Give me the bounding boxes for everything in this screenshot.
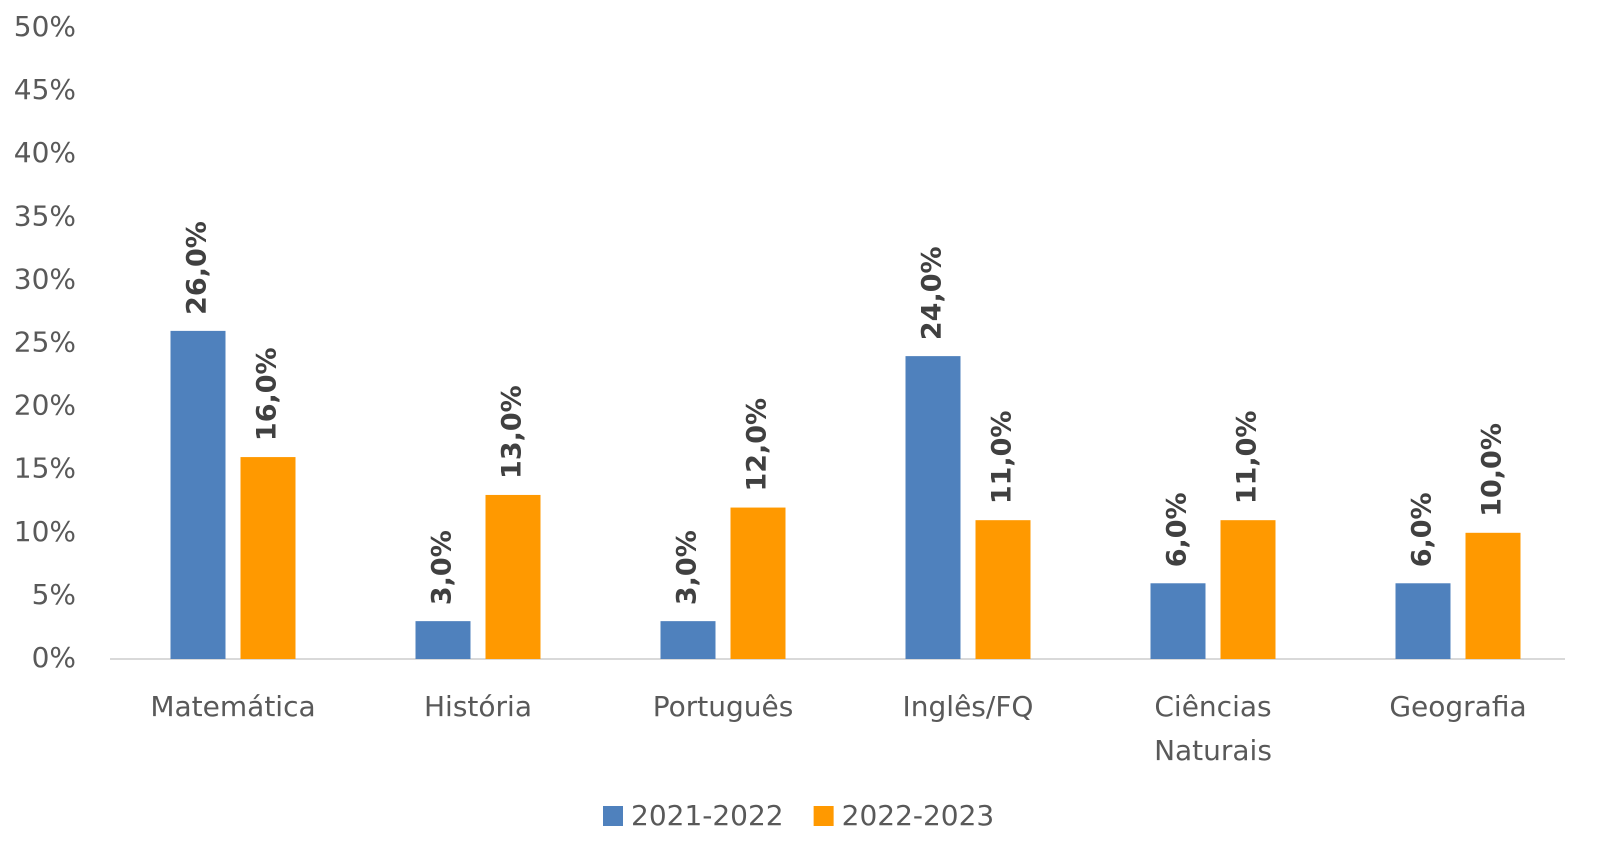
bar [730, 507, 786, 659]
x-tick-label: Português [652, 690, 794, 723]
bar [975, 520, 1031, 659]
legend: 2021-2022 2022-2023 [603, 799, 994, 832]
bar [170, 330, 226, 659]
y-tick-label: 0% [32, 641, 76, 674]
x-tick-label: Ciências Naturais [1154, 690, 1272, 767]
data-label: 16,0% [252, 347, 283, 441]
data-label: 24,0% [917, 246, 948, 340]
data-label: 6,0% [1162, 492, 1193, 567]
bar [1395, 583, 1451, 659]
data-label: 12,0% [742, 398, 773, 492]
data-label: 6,0% [1407, 492, 1438, 567]
bar [240, 457, 296, 659]
data-label: 3,0% [427, 530, 458, 605]
x-tick-label: Inglês/FQ [902, 690, 1034, 723]
x-tick-wrap: Inglês/FQ [902, 690, 1034, 723]
data-label: 11,0% [987, 411, 1018, 505]
y-tick-label: 10% [14, 515, 76, 548]
bar [1150, 583, 1206, 659]
bar [660, 621, 716, 659]
x-tick-label: História [424, 690, 532, 723]
x-tick-wrap: Português [652, 690, 794, 723]
y-tick-label: 20% [14, 389, 76, 422]
x-tick-wrap: História [424, 690, 532, 723]
legend-swatch [813, 806, 834, 826]
y-tick-label: 50% [14, 10, 76, 43]
x-tick-wrap: Matemática [150, 690, 316, 723]
y-tick-label: 35% [14, 199, 76, 232]
bar [1465, 532, 1521, 659]
y-tick-label: 30% [14, 262, 76, 295]
bar [485, 494, 541, 659]
legend-label: 2021-2022 [631, 799, 784, 832]
data-label: 3,0% [672, 530, 703, 605]
legend-swatch [603, 806, 623, 826]
y-tick-label: 40% [14, 136, 76, 169]
data-label: 11,0% [1232, 411, 1263, 505]
x-tick-label: Matemática [150, 690, 316, 723]
bar [415, 621, 471, 659]
y-tick-label: 45% [14, 73, 76, 106]
data-label: 13,0% [497, 385, 528, 479]
x-tick-label: Geografia [1389, 690, 1527, 723]
x-tick-wrap: Geografia [1389, 690, 1527, 723]
bar [905, 356, 961, 659]
y-tick-label: 15% [14, 452, 76, 485]
data-label: 26,0% [182, 221, 213, 315]
x-tick-wrap: Ciências Naturais [1154, 690, 1272, 767]
bar [1220, 520, 1276, 659]
y-tick-label: 25% [14, 326, 76, 359]
y-tick-label: 5% [32, 578, 76, 611]
data-label: 10,0% [1477, 423, 1508, 517]
legend-label: 2022-2023 [842, 799, 995, 832]
